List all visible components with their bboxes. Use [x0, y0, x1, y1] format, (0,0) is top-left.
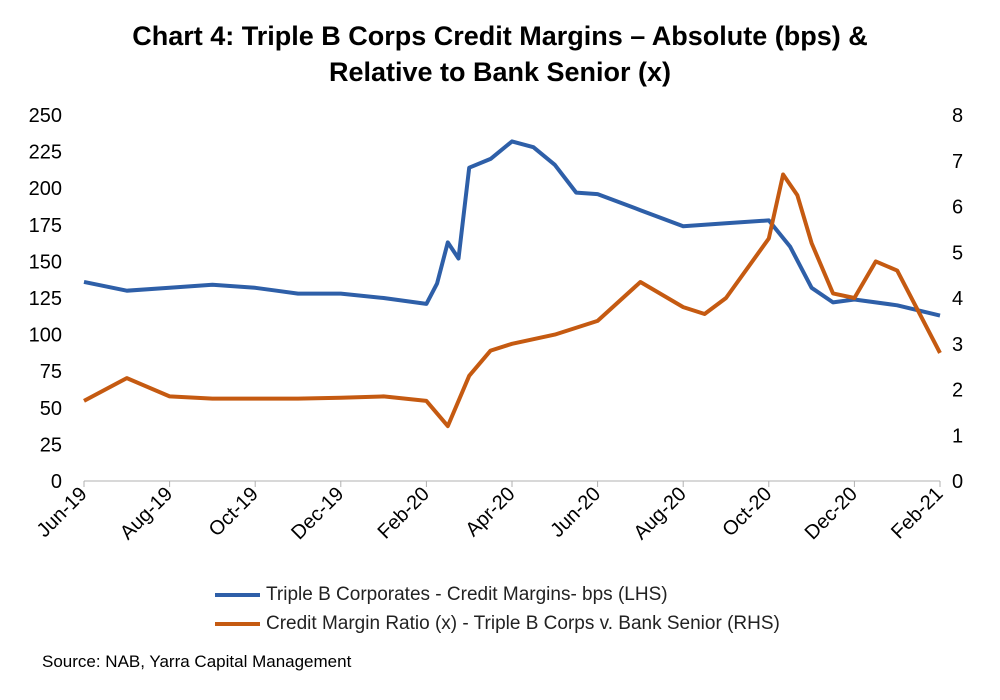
left-y-axis-labels: 0 25 50 75 100 125 150 175 200 225 250	[29, 105, 62, 493]
chart-title: Chart 4: Triple B Corps Credit Margins –…	[0, 18, 1000, 90]
series-lines	[83, 139, 942, 429]
y-right-tick-label: 1	[952, 425, 963, 447]
x-tick-label: Aug-19	[116, 483, 177, 544]
y-left-tick-label: 100	[29, 325, 62, 347]
y-left-tick-label: 125	[29, 288, 62, 310]
legend-swatch-blue	[215, 592, 260, 597]
y-left-tick-label: 25	[40, 434, 62, 456]
y-right-tick-label: 3	[952, 334, 963, 356]
chart-title-line-1: Chart 4: Triple B Corps Credit Margins –…	[132, 21, 868, 51]
legend: Triple B Corporates - Credit Margins- bp…	[215, 580, 780, 638]
y-left-tick-label: 200	[29, 178, 62, 200]
y-left-tick-label: 50	[40, 398, 62, 420]
series-line-credit-margin-ratio	[83, 172, 942, 429]
legend-label-credit-margin-ratio: Credit Margin Ratio (x) - Triple B Corps…	[266, 612, 780, 634]
x-tick-label: Apr-20	[462, 483, 520, 541]
chart-title-line-2: Relative to Bank Senior (x)	[328, 57, 672, 87]
legend-label-triple-b-corporates: Triple B Corporates - Credit Margins- bp…	[266, 583, 668, 605]
y-right-tick-label: 6	[952, 197, 963, 219]
y-right-tick-label: 5	[952, 242, 963, 264]
x-tick-label: Oct-19	[205, 483, 263, 541]
x-tick-label: Dec-20	[801, 483, 862, 544]
y-left-tick-label: 0	[51, 471, 62, 493]
legend-swatch-orange	[215, 621, 260, 626]
y-right-tick-label: 0	[952, 471, 963, 493]
x-tick-label: Feb-20	[374, 483, 434, 543]
source-note: Source: NAB, Yarra Capital Management	[42, 652, 352, 671]
y-right-tick-label: 4	[952, 288, 963, 310]
y-right-tick-label: 7	[952, 151, 963, 173]
y-right-tick-label: 8	[952, 105, 963, 127]
x-axis-labels: Jun-19 Aug-19 Oct-19 Dec-19 Feb-20 Apr-20 Jun-…	[33, 483, 948, 544]
axes	[83, 480, 941, 487]
y-left-tick-label: 175	[29, 215, 62, 237]
legend-item-triple-b-corporates: Triple B Corporates - Credit Margins- bp…	[215, 580, 780, 609]
legend-item-credit-margin-ratio: Credit Margin Ratio (x) - Triple B Corps…	[215, 609, 780, 638]
x-tick-label: Dec-19	[287, 483, 348, 544]
x-tick-label: Oct-20	[718, 483, 776, 541]
x-tick-label: Aug-20	[630, 483, 691, 544]
y-left-tick-label: 250	[29, 105, 62, 127]
x-tick-label: Jun-20	[546, 483, 605, 542]
y-left-tick-label: 150	[29, 251, 62, 273]
y-right-tick-label: 2	[952, 380, 963, 402]
y-left-tick-label: 75	[40, 361, 62, 383]
series-line-triple-b-corporates	[83, 139, 941, 318]
x-tick-label: Jun-19	[33, 483, 92, 542]
right-y-axis-labels: 0 1 2 3 4 5 6 7 8	[952, 105, 963, 493]
y-left-tick-label: 225	[29, 142, 62, 164]
x-tick-label: Feb-21	[887, 483, 947, 543]
